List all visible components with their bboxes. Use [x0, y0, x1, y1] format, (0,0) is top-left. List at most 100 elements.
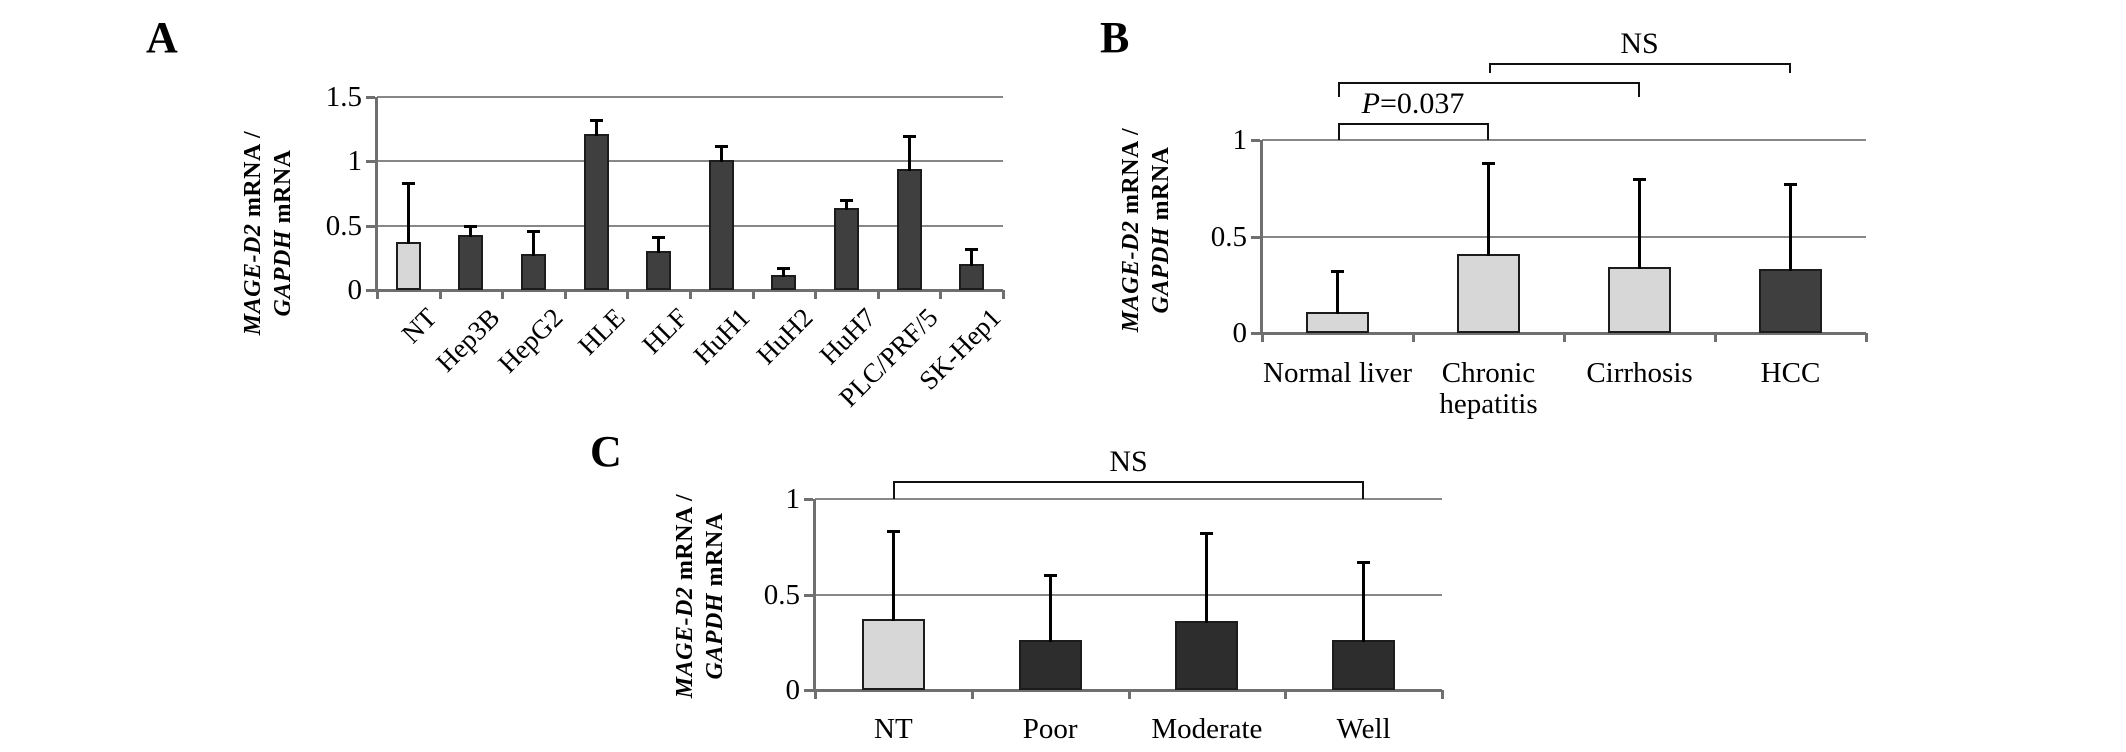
gridline — [815, 593, 1442, 596]
error-bar-cap — [589, 119, 603, 123]
x-axis-tick — [501, 290, 505, 299]
y-tick-label: 0.5 — [1210, 220, 1247, 253]
significance-bracket — [893, 481, 1364, 483]
bar-plc-prf-5 — [896, 169, 922, 290]
x-category-label: Moderate — [1151, 713, 1263, 745]
y-axis-tick — [366, 289, 375, 292]
y-axis-title: MAGE-D2 mRNA / GAPDH mRNA — [665, 346, 735, 752]
x-axis-tick — [1412, 333, 1415, 342]
x-axis-tick — [563, 290, 567, 299]
error-bar-stem — [907, 135, 911, 172]
error-bar-stem — [532, 230, 535, 256]
gridline — [1262, 139, 1866, 141]
y-axis-title-line: GAPDH mRNA — [702, 512, 728, 680]
x-axis-tick — [689, 290, 692, 299]
error-bar-cap — [777, 267, 791, 271]
error-bar-cap — [1043, 574, 1057, 578]
significance-bracket — [1337, 123, 1489, 125]
x-category-label: Cirrhosis — [1586, 357, 1693, 389]
significance-bracket-leg — [1637, 82, 1640, 97]
bar-hlf — [646, 251, 672, 290]
gridline — [377, 224, 1003, 227]
y-tick-label: 1 — [1232, 124, 1248, 156]
bar-moderate — [1175, 621, 1239, 690]
error-bar-stem — [1487, 163, 1490, 256]
error-bar-stem — [845, 199, 848, 210]
error-bar-cap — [1633, 177, 1646, 181]
y-axis — [375, 97, 378, 292]
panel-letter-a: A — [146, 13, 178, 62]
y-axis — [1260, 140, 1263, 335]
x-axis-tick — [970, 690, 974, 699]
y-tick-label: 1 — [347, 145, 363, 178]
significance-bracket — [1488, 63, 1791, 65]
error-bar-stem — [891, 531, 895, 622]
error-bar-stem — [719, 145, 723, 163]
y-tick-label: 0.5 — [325, 209, 362, 242]
y-tick-label: 1 — [785, 483, 801, 515]
error-bar-cap — [840, 198, 853, 202]
error-bar-cap — [1200, 532, 1214, 536]
x-axis-tick — [376, 290, 379, 299]
x-axis-tick — [1284, 690, 1288, 699]
error-bar-cap — [1357, 561, 1371, 565]
error-bar-cap — [902, 134, 916, 138]
x-axis-tick — [438, 290, 442, 299]
error-bar-stem — [782, 268, 786, 277]
error-bar-stem — [657, 237, 661, 254]
x-axis-tick — [1865, 333, 1868, 342]
significance-bracket-leg — [1488, 63, 1491, 73]
error-bar-cap — [965, 247, 979, 251]
x-axis-tick — [751, 290, 755, 299]
x-category-label: HCC — [1760, 357, 1821, 389]
x-axis-tick — [1441, 690, 1444, 699]
x-axis-tick — [1261, 333, 1264, 342]
panel-letter-c: C — [590, 427, 622, 476]
error-bar-stem — [406, 183, 410, 245]
error-bar-cap — [1784, 183, 1797, 187]
significance-label: P=0.037 — [1361, 87, 1465, 120]
error-bar-cap — [401, 182, 415, 186]
x-axis-tick — [939, 290, 943, 299]
x-axis-tick — [1714, 333, 1717, 342]
error-bar-cap — [527, 229, 540, 233]
bar-poor — [1018, 640, 1082, 690]
x-axis-tick — [1002, 290, 1005, 299]
y-tick-label: 0 — [347, 274, 363, 306]
y-axis-tick — [366, 224, 375, 228]
y-axis-tick — [804, 498, 813, 501]
x-axis-tick — [1563, 333, 1566, 342]
error-bar-stem — [970, 248, 974, 267]
bar-hle — [583, 134, 609, 290]
x-axis-tick — [814, 690, 817, 699]
bar-nt — [861, 619, 925, 690]
x-category-label: NT — [874, 713, 913, 745]
error-bar-cap — [1482, 162, 1495, 166]
significance-bracket-leg — [1337, 123, 1340, 140]
y-axis-tick — [366, 96, 375, 99]
significance-label: NS — [1109, 445, 1148, 478]
error-bar-cap — [652, 236, 666, 240]
bar-well — [1332, 640, 1396, 690]
y-axis-tick — [804, 593, 813, 597]
bar-hepg2 — [521, 253, 546, 290]
error-bar-stem — [1638, 178, 1641, 270]
error-bar-stem — [1362, 562, 1366, 643]
significance-bracket-leg — [1337, 82, 1340, 97]
gridline — [377, 160, 1003, 163]
bar-hcc — [1759, 269, 1822, 333]
gridline — [815, 498, 1442, 500]
x-axis-tick — [626, 290, 630, 299]
y-tick-label: 0.5 — [763, 578, 800, 611]
x-category-label: Poor — [1022, 713, 1078, 745]
y-axis — [813, 499, 816, 692]
bar-cirrhosis — [1608, 267, 1671, 333]
error-bar-stem — [594, 120, 598, 137]
y-tick-label: 0 — [1232, 317, 1248, 349]
error-bar-stem — [1048, 575, 1052, 643]
bar-nt — [395, 242, 421, 290]
error-bar-cap — [1331, 270, 1344, 274]
